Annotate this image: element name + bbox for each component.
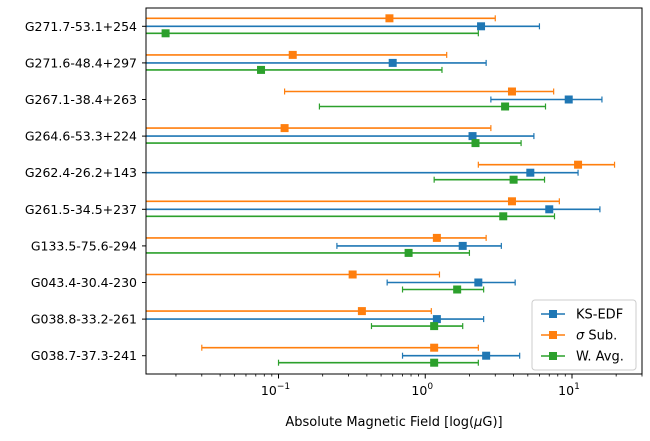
plot-frame — [145, 7, 643, 375]
y-tick-label: G038.7-37.3-241 — [31, 348, 137, 363]
x-tick-label: 100 — [411, 382, 433, 398]
legend-marker — [549, 352, 557, 360]
data-point — [348, 270, 357, 279]
legend: KS-EDF σ Sub. W. Avg. — [531, 299, 637, 371]
y-tick-label: G133.5-75.6-294 — [31, 238, 137, 253]
data-point — [545, 205, 554, 214]
data-point — [477, 22, 486, 31]
x-tick-label: 101 — [558, 382, 580, 398]
data-point — [388, 58, 397, 67]
data-point — [507, 197, 516, 206]
y-tick-label: G262.4-26.2+143 — [25, 165, 137, 180]
legend-marker — [549, 331, 557, 339]
x-axis-label-mu: μ — [473, 415, 482, 430]
legend-label: KS-EDF — [576, 308, 623, 323]
legend-marker — [549, 310, 557, 318]
data-point — [468, 132, 477, 141]
y-tick-label: G261.5-34.5+237 — [25, 202, 137, 217]
data-point — [161, 29, 170, 38]
y-tick-label: G267.1-38.4+263 — [25, 92, 137, 107]
data-point — [501, 102, 510, 111]
data-point — [499, 212, 508, 221]
data-point — [430, 358, 439, 367]
data-point — [458, 241, 467, 250]
data-point — [357, 307, 366, 316]
x-axis-label-prefix: Absolute Magnetic Field [log( — [285, 415, 474, 430]
data-point — [471, 139, 480, 148]
data-point — [509, 175, 518, 184]
data-point — [507, 87, 516, 96]
legend-box — [531, 299, 637, 371]
series-0 — [146, 22, 603, 360]
data-point — [288, 50, 297, 59]
x-axis: 10−1 100 101 — [175, 374, 643, 398]
x-tick-label: 10−1 — [261, 382, 290, 398]
data-point — [526, 168, 535, 177]
data-point — [564, 95, 573, 104]
data-point — [574, 160, 583, 169]
y-tick-label: G038.8-33.2-261 — [31, 312, 137, 327]
series-layer — [146, 14, 616, 367]
data-point — [432, 233, 441, 242]
y-tick-label: G043.4-30.4-230 — [31, 275, 137, 290]
x-axis-label: Absolute Magnetic Field [log(μG)] — [285, 415, 502, 430]
data-point — [432, 315, 441, 324]
y-tick-label: G264.6-53.3+224 — [25, 129, 137, 144]
data-point — [257, 65, 266, 74]
data-point — [474, 278, 483, 287]
x-axis-label-suffix: )] — [492, 415, 502, 430]
series-1 — [146, 14, 616, 352]
x-axis-label-unit: G — [482, 415, 492, 430]
legend-label: W. Avg. — [576, 350, 624, 365]
data-point — [404, 248, 413, 257]
legend-label: σ Sub. — [576, 329, 617, 344]
y-tick-label: G271.6-48.4+297 — [25, 55, 137, 70]
series-2 — [146, 29, 556, 367]
y-tick-label: G271.7-53.1+254 — [25, 19, 137, 34]
data-point — [385, 14, 394, 23]
data-point — [280, 124, 289, 133]
data-point — [482, 351, 491, 360]
data-point — [430, 322, 439, 331]
data-point — [453, 285, 462, 294]
y-axis: G271.7-53.1+254 G271.6-48.4+297 G267.1-38.… — [25, 19, 146, 363]
data-point — [430, 343, 439, 352]
